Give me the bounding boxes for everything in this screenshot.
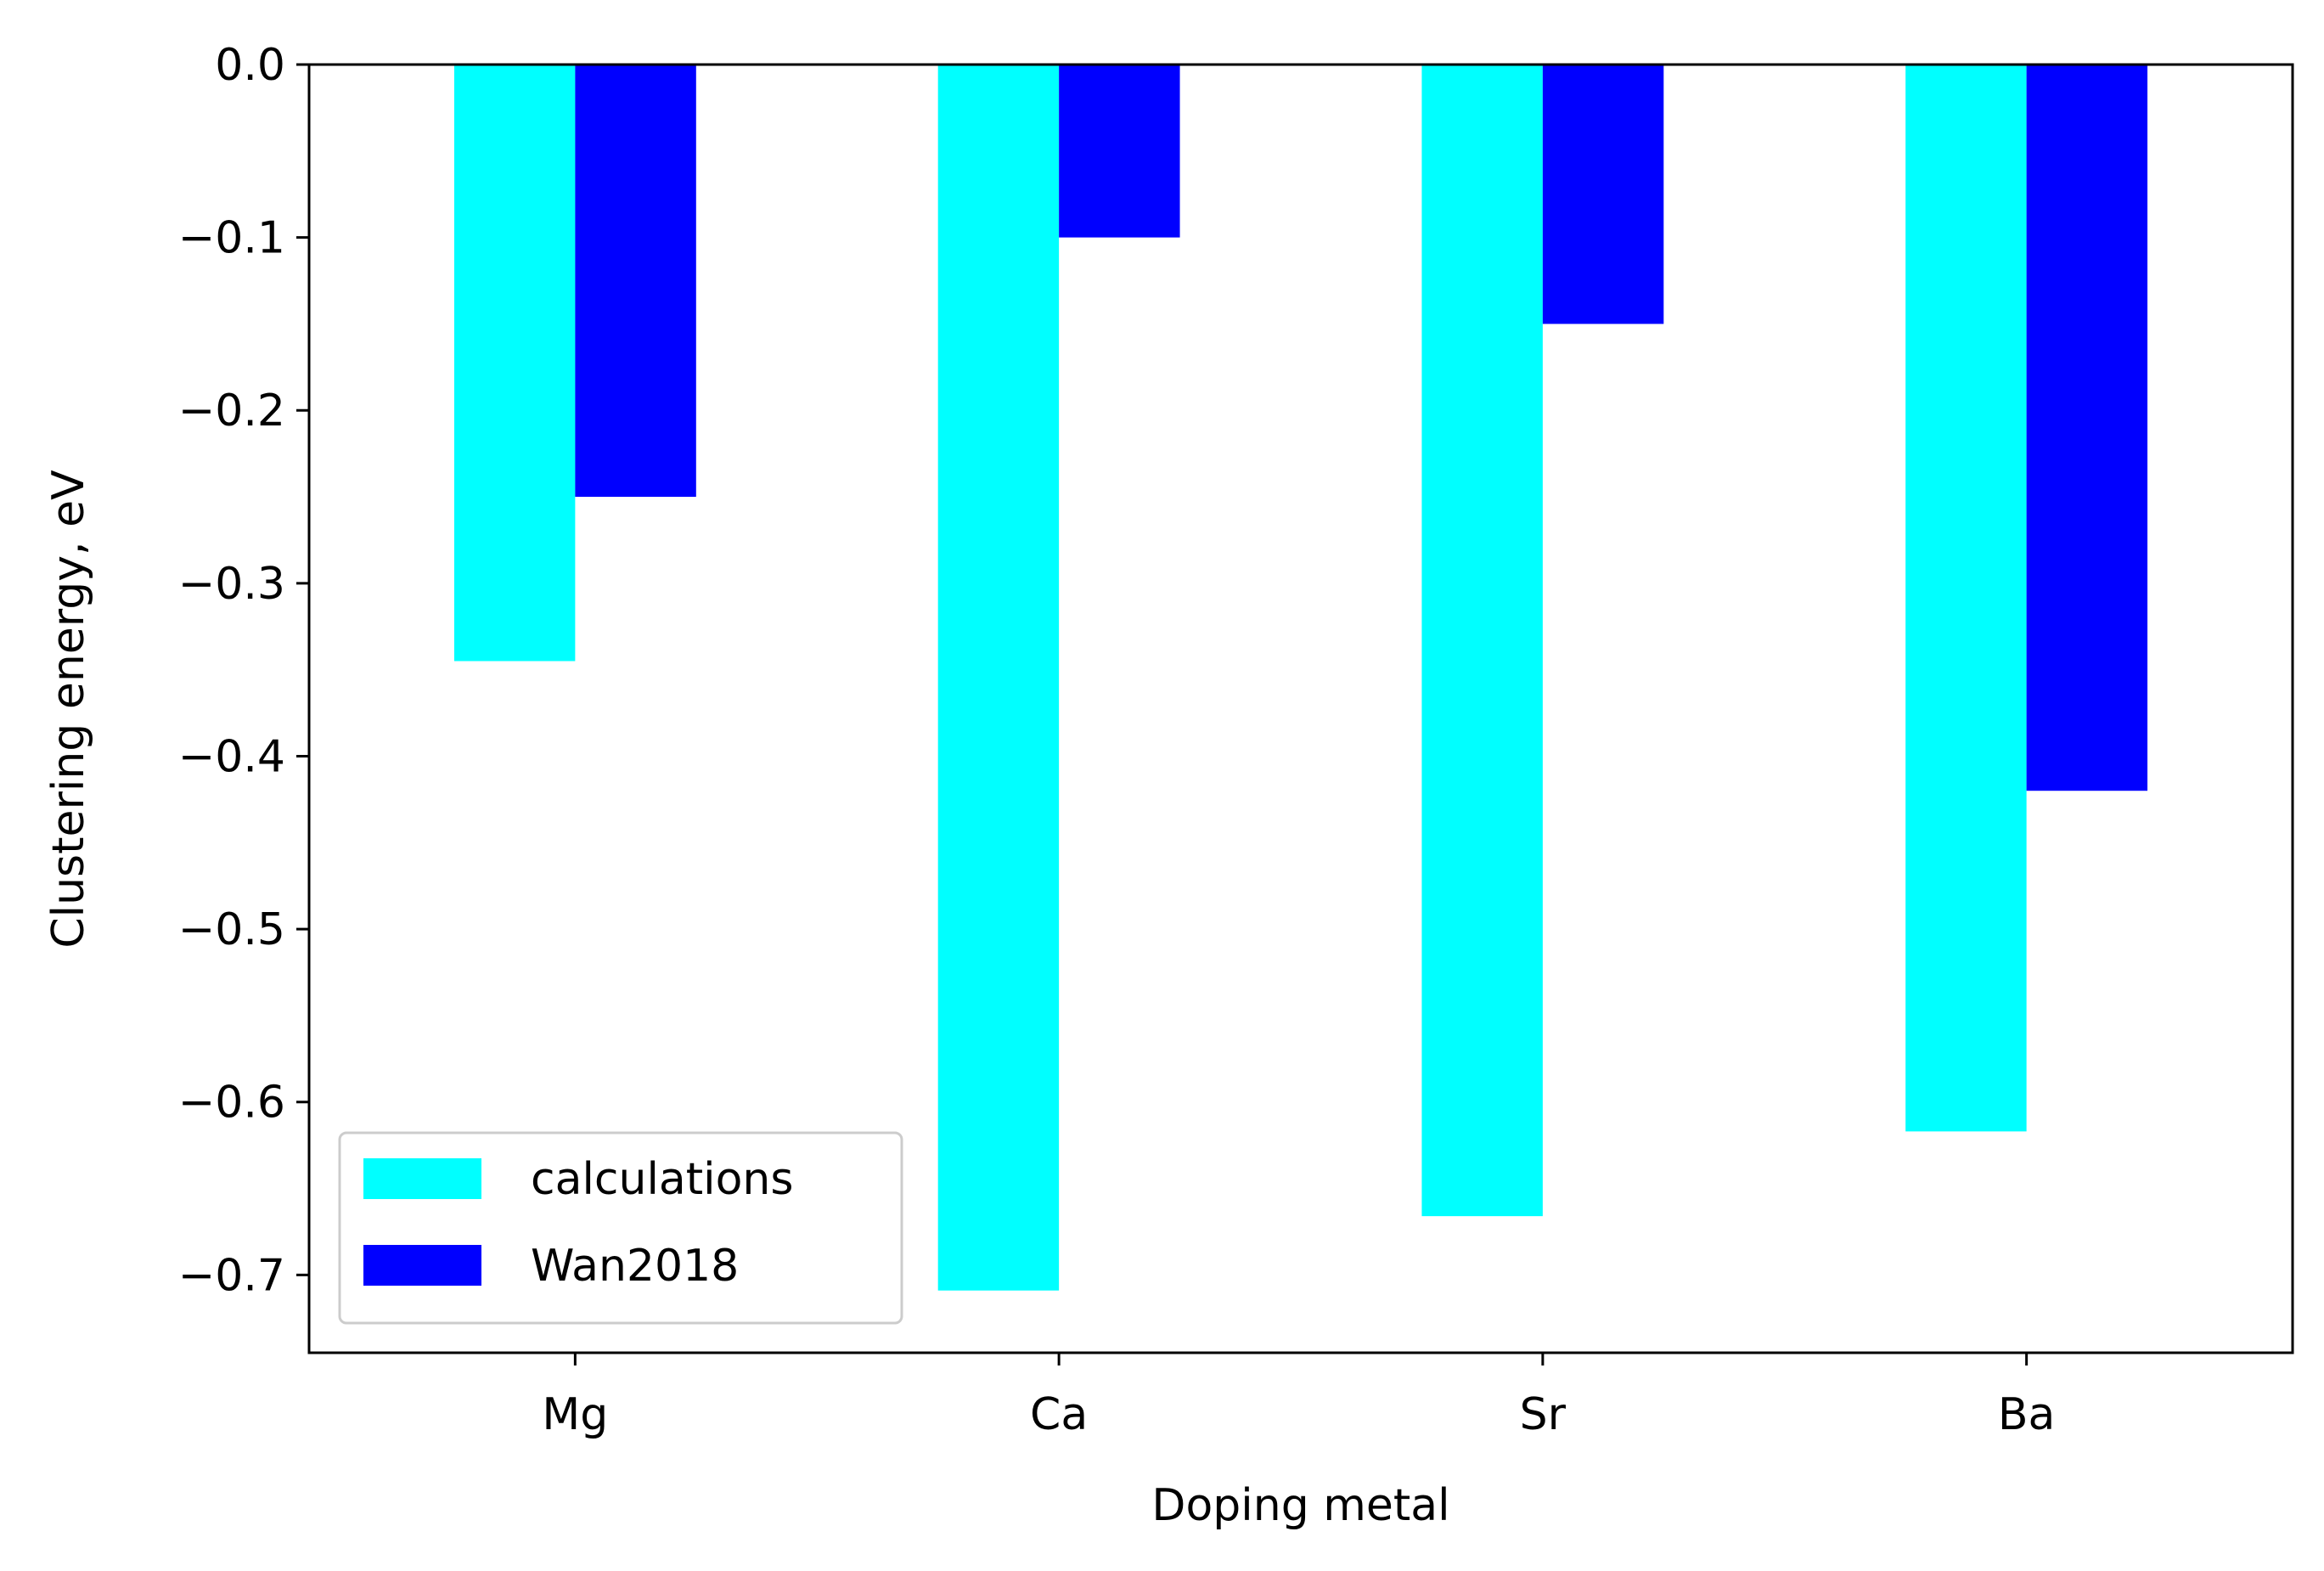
y-axis-label: Clustering energy, eV [43,470,94,949]
y-tick-label: 0.0 [215,40,285,91]
y-axis-ticks: 0.0 −0.1 −0.2 −0.3 −0.4 −0.5 −0.6 −0.7 [178,40,309,1301]
bars-layer [453,65,2148,1291]
y-tick-label: −0.7 [178,1250,285,1301]
y-tick-label: −0.3 [178,559,285,610]
x-axis-label: Doping metal [1151,1480,1449,1531]
bar-calculations-sr [1421,65,1543,1217]
x-tick-label-ca: Ca [1030,1389,1088,1440]
y-tick-label: −0.5 [178,904,285,955]
legend-swatch-wan2018 [363,1245,481,1286]
bar-calculations-mg [453,65,576,662]
legend-label-wan2018: Wan2018 [531,1241,739,1292]
y-tick-label: −0.6 [178,1078,285,1129]
bar-wan2018-sr [1542,65,1664,324]
legend-label-calculations: calculations [531,1154,793,1205]
plot-frame [307,63,2294,1354]
y-tick-label: −0.4 [178,731,285,782]
legend: calculations Wan2018 [338,1131,903,1325]
bar-calculations-ba [1905,65,2027,1132]
x-tick-label-sr: Sr [1520,1389,1567,1440]
bar-wan2018-ba [2026,65,2148,791]
bar-calculations-ca [937,65,1060,1291]
x-axis-ticks: Mg Ca Sr Ba [542,1353,2055,1440]
x-tick-label-mg: Mg [542,1389,608,1440]
y-tick-label: −0.1 [178,213,285,264]
bar-wan2018-ca [1059,65,1180,238]
legend-swatch-calculations [363,1158,481,1199]
y-tick-label: −0.2 [178,386,285,436]
bar-wan2018-mg [575,65,696,498]
x-tick-label-ba: Ba [1998,1389,2056,1440]
